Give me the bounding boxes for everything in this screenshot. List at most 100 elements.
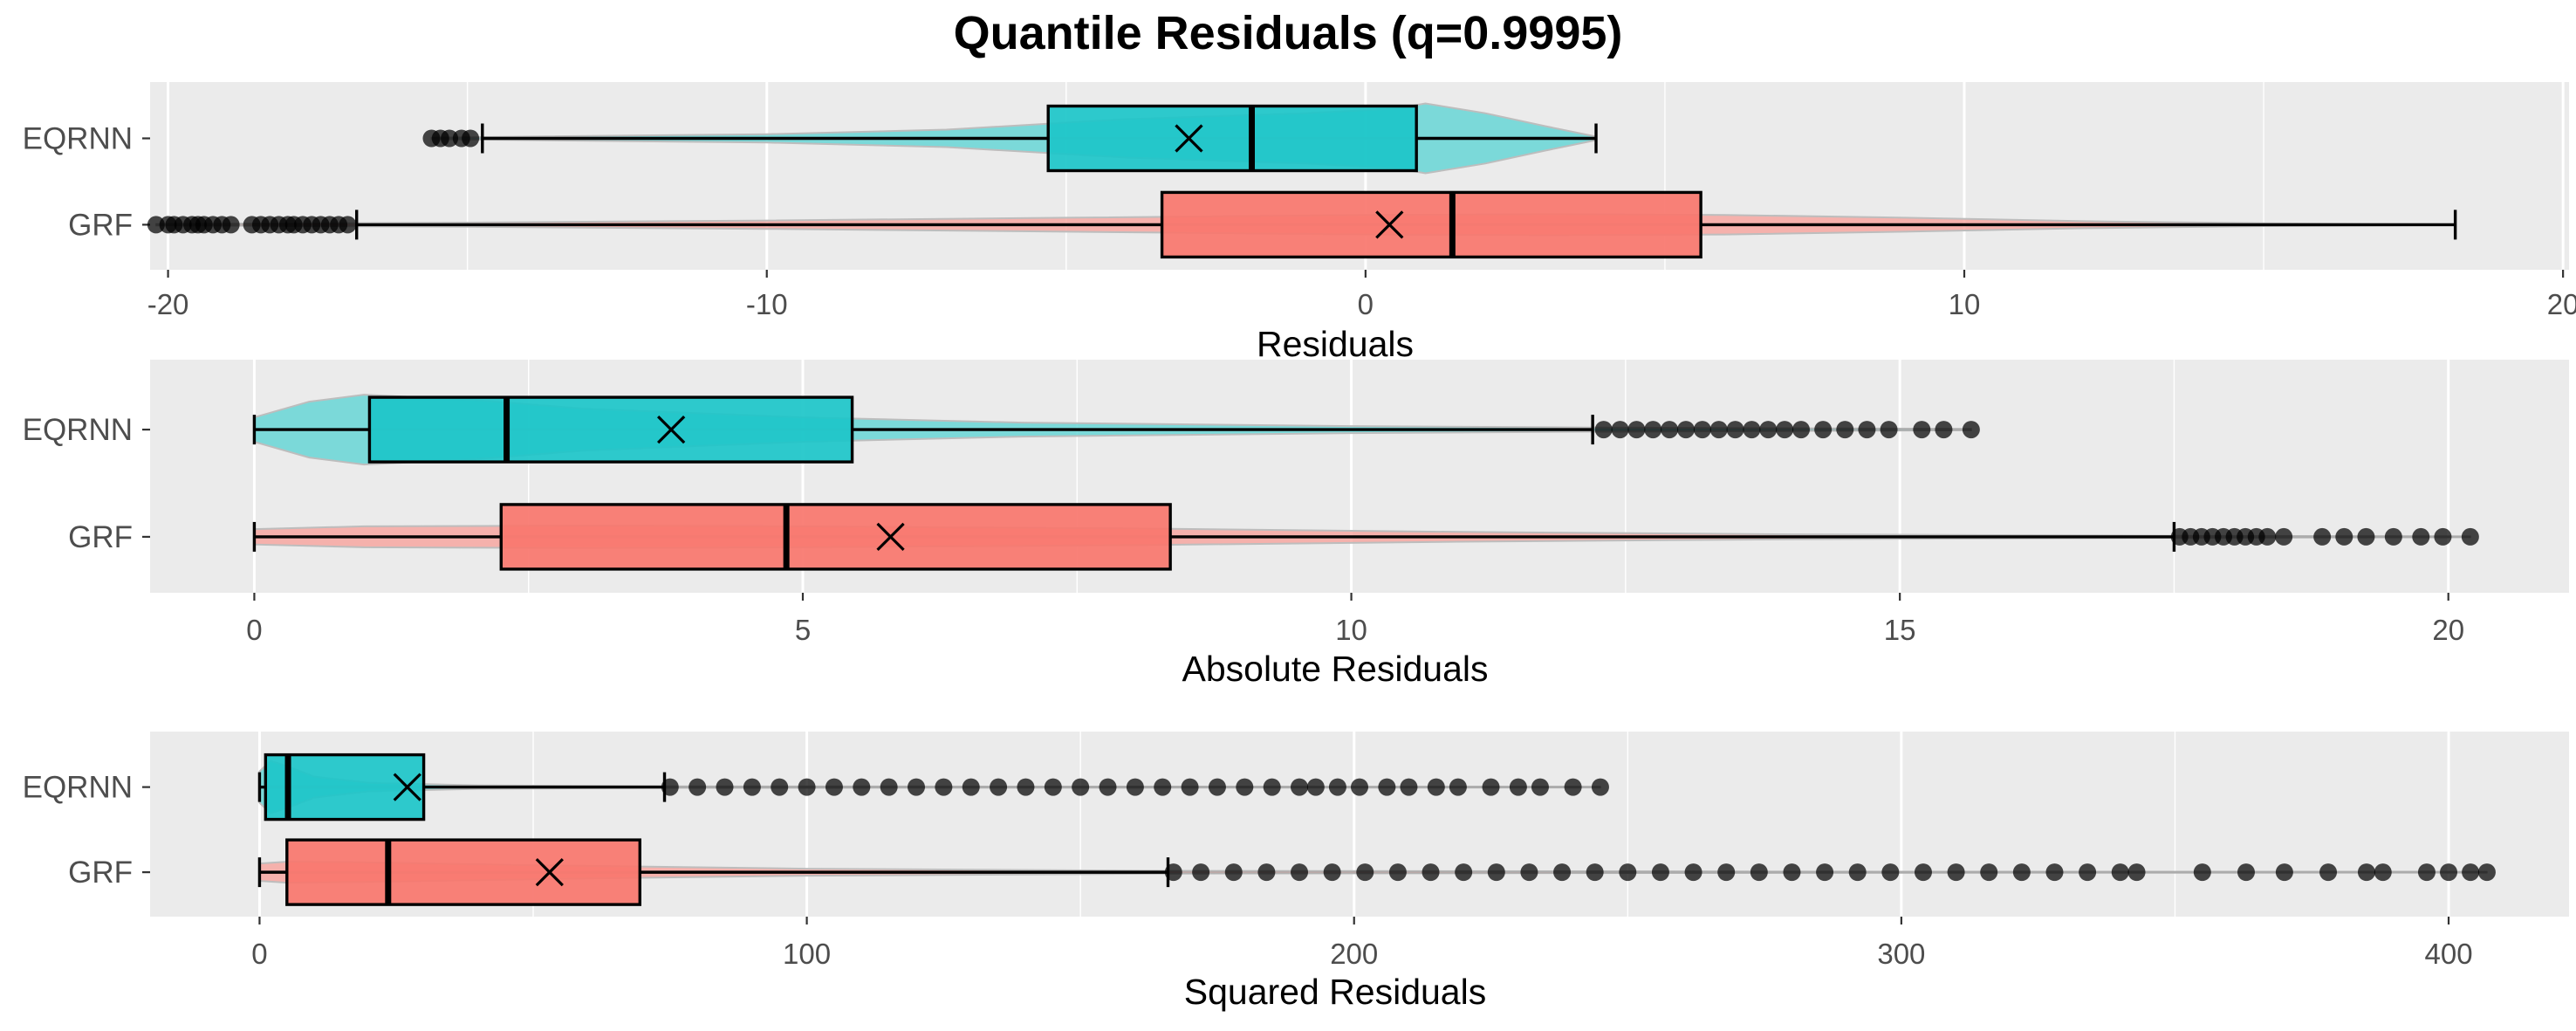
outlier-point <box>1836 421 1854 439</box>
outlier-point <box>1684 863 1702 882</box>
x-axis-title: Squared Residuals <box>1184 972 1486 1012</box>
x-tick-label: -20 <box>147 288 189 320</box>
outlier-point <box>1164 863 1182 882</box>
outlier-point <box>1328 778 1346 796</box>
outlier-point <box>1099 778 1117 796</box>
outlier-point <box>2335 527 2353 546</box>
outlier-point <box>908 778 926 796</box>
outlier-point <box>222 216 240 234</box>
outlier-point <box>880 778 898 796</box>
mean-marker-stroke <box>1175 124 1203 153</box>
outlier-point <box>2258 527 2277 546</box>
outlier-point <box>1980 863 1998 882</box>
outlier-point <box>1400 778 1418 796</box>
x-tick-label: 10 <box>1949 288 1981 320</box>
outlier-point <box>1717 863 1736 882</box>
outlier-point <box>716 778 734 796</box>
outlier-point <box>1356 863 1374 882</box>
series-grf: GRF <box>68 838 2496 906</box>
outlier-point <box>1627 421 1646 439</box>
outlier-point <box>1072 778 1090 796</box>
x-tick-label: 0 <box>251 938 267 970</box>
outlier-point <box>1848 863 1867 882</box>
category-label: EQRNN <box>23 413 133 447</box>
mean-marker-stroke <box>535 857 564 887</box>
outlier-point <box>2440 863 2458 882</box>
mean-marker <box>393 773 421 801</box>
outlier-point <box>1914 863 1932 882</box>
outlier-point <box>339 216 357 234</box>
outlier-point <box>1509 778 1527 796</box>
box-iqr <box>499 503 1172 571</box>
chart-panels: -20 -10 0 10 20 Residuals EQRNN GRF 0 5 10 15 20 Abso… <box>23 82 2576 1012</box>
panel-2: 0 5 10 15 20 Absolute Residuals EQRNN GRF <box>23 360 2569 689</box>
outlier-point <box>798 778 816 796</box>
outlier-point <box>1224 863 1243 882</box>
outlier-point <box>2374 863 2392 882</box>
outlier-point <box>1594 421 1613 439</box>
mean-marker-stroke <box>657 415 686 444</box>
series-eqrnn: EQRNN <box>23 753 1609 821</box>
outlier-point <box>825 778 843 796</box>
outlier-point <box>661 778 679 796</box>
outlier-point <box>1619 863 1637 882</box>
mean-marker-stroke <box>393 773 421 801</box>
outlier-point <box>1651 863 1669 882</box>
outlier-point <box>2127 863 2146 882</box>
x-tick-label: 20 <box>2547 288 2576 320</box>
outlier-point <box>1257 863 1276 882</box>
box-iqr <box>264 753 426 821</box>
outlier-point <box>1044 778 1062 796</box>
outlier-point <box>935 778 953 796</box>
outlier-point <box>2275 527 2293 546</box>
outlier-point <box>1564 778 1582 796</box>
category-label: GRF <box>68 856 133 890</box>
outlier-point <box>2357 863 2375 882</box>
mean-marker <box>657 415 686 444</box>
outlier-point <box>2079 863 2097 882</box>
box-iqr <box>1160 190 1702 259</box>
outlier-point <box>1427 778 1445 796</box>
outlier-point <box>1783 863 1801 882</box>
outlier-point <box>743 778 761 796</box>
outlier-point <box>2045 863 2064 882</box>
outlier-point <box>1520 863 1538 882</box>
series-grf: GRF <box>68 190 2457 259</box>
x-tick-label: 20 <box>2432 614 2464 646</box>
outlier-point <box>2412 527 2430 546</box>
outlier-point <box>1482 778 1500 796</box>
outlier-point <box>2384 527 2402 546</box>
outlier-point <box>1323 863 1341 882</box>
outlier-point <box>1591 778 1609 796</box>
outlier-point <box>853 778 871 796</box>
mean-marker <box>1375 210 1404 239</box>
x-axis-title: Residuals <box>1257 324 1414 364</box>
outlier-point <box>1814 421 1833 439</box>
outlier-point <box>1487 863 1505 882</box>
outlier-point <box>2111 863 2129 882</box>
outlier-point <box>1792 421 1810 439</box>
mean-marker-stroke <box>876 522 905 552</box>
outlier-point <box>1154 778 1172 796</box>
x-tick-label: 200 <box>1330 938 1378 970</box>
outlier-point <box>1677 421 1695 439</box>
mean-marker <box>876 522 905 552</box>
box-iqr <box>367 395 854 464</box>
outlier-point <box>2434 527 2452 546</box>
outlier-point <box>2357 527 2375 546</box>
box-iqr <box>1046 104 1418 173</box>
outlier-point <box>1291 863 1309 882</box>
outlier-point <box>1531 778 1549 796</box>
outlier-point <box>1759 421 1778 439</box>
outlier-point <box>1816 863 1834 882</box>
mean-marker <box>1175 124 1203 153</box>
outlier-point <box>1743 421 1761 439</box>
mean-marker-stroke <box>1375 210 1404 239</box>
outlier-point <box>1236 778 1254 796</box>
outlier-point <box>1611 421 1629 439</box>
x-tick-label: 15 <box>1884 614 1916 646</box>
outlier-point <box>2193 863 2211 882</box>
outlier-point <box>1644 421 1662 439</box>
outlier-point <box>1858 421 1876 439</box>
